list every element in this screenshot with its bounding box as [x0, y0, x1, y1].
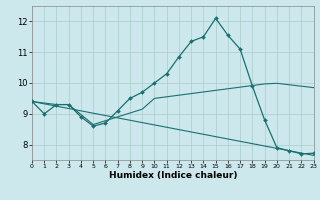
X-axis label: Humidex (Indice chaleur): Humidex (Indice chaleur) — [108, 171, 237, 180]
